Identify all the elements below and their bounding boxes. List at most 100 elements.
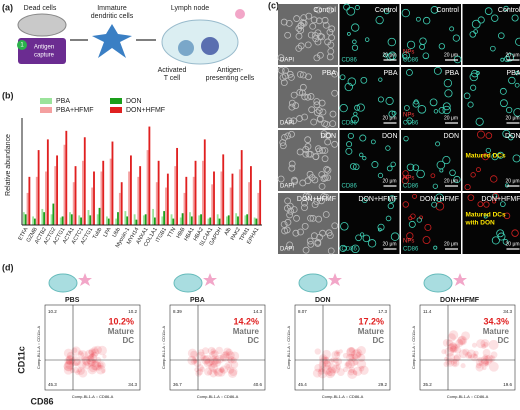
event-cloud [222, 350, 230, 359]
cell [304, 41, 312, 49]
legend-label: PBA [56, 98, 70, 105]
event-cloud [358, 365, 365, 372]
bar [237, 216, 239, 225]
cell [467, 101, 474, 108]
channel-label: CD86 [403, 184, 419, 190]
event-cloud [336, 368, 345, 377]
event-cloud [81, 355, 87, 361]
event-cloud [207, 363, 215, 371]
text: Activated [158, 67, 187, 74]
cell [497, 151, 504, 159]
channel-label: DAPI [280, 184, 294, 190]
bar [96, 214, 99, 225]
event-cloud [203, 358, 213, 368]
dead-cells-icon [17, 13, 67, 37]
event-cloud [63, 361, 74, 371]
cell [287, 73, 295, 81]
cell [302, 150, 310, 158]
event-cloud [342, 352, 349, 359]
event-cloud [63, 361, 74, 372]
cell [331, 222, 339, 230]
bar [93, 171, 95, 225]
channel-label: DAPI [280, 247, 294, 253]
text: Dead cells [24, 5, 57, 12]
event-cloud [72, 347, 78, 353]
condition-label: DON+HFMF [297, 196, 336, 203]
step: 1 [20, 43, 24, 49]
cell [401, 8, 410, 18]
event-cloud [88, 363, 98, 373]
event-cloud [353, 359, 359, 366]
panel-label: (d) [2, 262, 14, 272]
event-cloud [322, 357, 330, 365]
event-cloud [477, 356, 484, 363]
text: Lymph node [171, 5, 209, 12]
bar [45, 171, 47, 225]
cell [319, 108, 327, 116]
event-cloud [190, 350, 198, 359]
condition-label: PBA [506, 70, 520, 77]
cell [511, 229, 519, 237]
event-cloud [319, 357, 329, 367]
event-cloud [202, 354, 212, 364]
event-cloud [197, 349, 205, 356]
cell [285, 19, 293, 27]
event-cloud [473, 350, 479, 356]
event-cloud [475, 358, 484, 366]
bar [118, 192, 121, 225]
capture-box [18, 38, 66, 64]
scale-label: 20 μm [506, 115, 520, 121]
event-cloud [202, 347, 210, 355]
scale-label: 20 μm [383, 241, 397, 247]
mature-label: Mature [233, 327, 260, 336]
event-cloud [193, 359, 202, 368]
cell [297, 42, 305, 50]
text: capture [34, 53, 55, 59]
cell [477, 201, 484, 208]
event-cloud [81, 356, 91, 365]
bar [144, 214, 147, 225]
quadrant-value: 17.3 [378, 309, 387, 314]
cell [377, 227, 382, 232]
event-cloud [210, 360, 218, 368]
event-cloud [90, 361, 100, 371]
event-cloud [96, 362, 102, 368]
bar [229, 187, 232, 225]
cell [387, 202, 394, 210]
event-cloud [448, 342, 458, 352]
cell [349, 163, 357, 170]
y-axis-title: Relative abundance [5, 134, 12, 196]
event-cloud [91, 348, 100, 357]
cell [324, 138, 332, 146]
bar [165, 187, 167, 225]
bar [117, 212, 119, 225]
cell [433, 66, 442, 75]
event-cloud [102, 354, 107, 359]
plot-frame [169, 304, 266, 391]
quadrant-value: 19.6 [503, 382, 512, 387]
cell [279, 142, 287, 150]
quadrant-value: 10.2 [128, 309, 137, 314]
event-cloud [208, 358, 215, 366]
cell [277, 54, 285, 62]
event-cloud [207, 346, 216, 355]
event-cloud [465, 351, 473, 359]
cell [287, 207, 295, 215]
event-cloud [450, 344, 459, 353]
event-cloud [352, 353, 359, 360]
event-cloud [345, 362, 350, 367]
event-cloud [359, 365, 369, 375]
axis-label-small: Comp-BL1-A :: CD86-A [447, 394, 489, 399]
bar [248, 182, 250, 225]
cell [285, 117, 293, 125]
cell [301, 199, 308, 207]
event-cloud [209, 369, 218, 378]
event-cloud [461, 331, 471, 341]
cell [318, 197, 325, 205]
plot-title: DON [315, 297, 331, 304]
event-cloud [65, 358, 72, 365]
event-cloud [356, 346, 366, 356]
bar [98, 207, 101, 225]
cell [296, 115, 303, 122]
event-cloud [87, 364, 97, 375]
